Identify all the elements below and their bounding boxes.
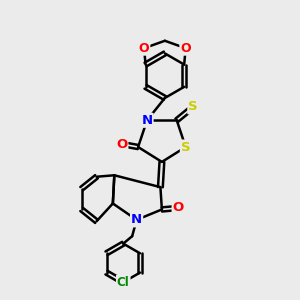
Text: S: S	[188, 100, 198, 113]
Text: N: N	[131, 213, 142, 226]
Text: O: O	[116, 138, 128, 151]
Text: O: O	[172, 202, 184, 214]
Text: O: O	[139, 42, 149, 55]
Text: S: S	[181, 140, 190, 154]
Text: Cl: Cl	[117, 276, 130, 289]
Text: N: N	[142, 114, 153, 127]
Text: O: O	[180, 42, 191, 55]
